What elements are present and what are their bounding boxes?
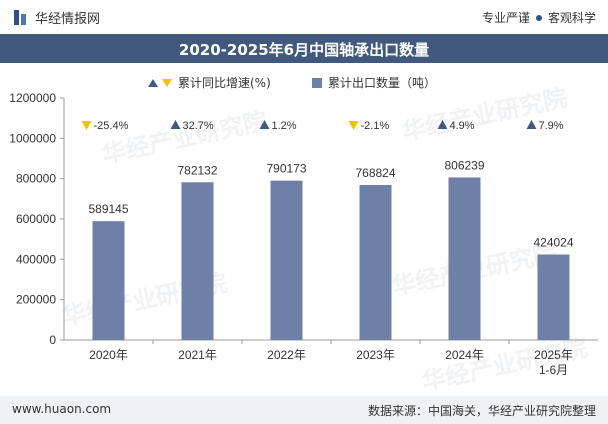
chart-title: 2020-2025年6月中国轴承出口数量 xyxy=(178,41,430,59)
growth-label: 1.2% xyxy=(272,120,297,132)
legend-item-volume[interactable]: 累计出口数量（吨） xyxy=(312,74,436,91)
growth-up-icon xyxy=(259,120,270,129)
y-tick-label: 800000 xyxy=(16,172,56,186)
footer-site-link[interactable]: www.huaon.com xyxy=(12,402,112,416)
bar-value-label: 790173 xyxy=(266,162,306,176)
growth-down-icon xyxy=(81,121,92,130)
bullet-dot-icon xyxy=(535,14,542,21)
bar-value-label: 806239 xyxy=(444,158,484,172)
growth-up-icon xyxy=(437,120,448,129)
brand[interactable]: 华经情报网 xyxy=(14,8,100,27)
logo-icon xyxy=(14,10,28,25)
slogan: 专业严谨 客观科学 xyxy=(482,9,596,26)
bar xyxy=(359,184,392,340)
growth-down-icon xyxy=(348,121,359,130)
brand-name: 华经情报网 xyxy=(35,12,101,27)
x-tick-label: 2023年 xyxy=(356,348,395,362)
footer-source: 数据来源：中国海关，华经产业研究院整理 xyxy=(367,404,596,418)
growth-label: -25.4% xyxy=(94,120,129,132)
top-header: 华经情报网 专业严谨 客观科学 xyxy=(0,0,608,34)
bar-swatch-icon xyxy=(312,77,322,88)
growth-up-icon xyxy=(526,120,537,129)
x-tick-label: 2020年 xyxy=(89,348,128,362)
y-tick-label: 600000 xyxy=(16,212,56,226)
y-tick-label: 200000 xyxy=(16,293,56,307)
bar-value-label: 424024 xyxy=(533,235,573,249)
bar xyxy=(270,180,303,340)
bar xyxy=(448,177,481,340)
bar-chart: 0 200000 400000 600000 800000 1000000 1200000 5… xyxy=(9,92,598,377)
slogan-right: 客观科学 xyxy=(547,11,596,25)
x-tick-label: 1-6月 xyxy=(539,363,568,377)
x-tick-label: 2022年 xyxy=(267,348,306,362)
growth-label: 4.9% xyxy=(450,120,475,132)
slogan-left: 专业严谨 xyxy=(481,11,530,25)
x-tick-label: 2021年 xyxy=(178,348,217,362)
y-tick-label: 400000 xyxy=(16,252,56,266)
growth-up-icon xyxy=(170,120,181,129)
y-tick-label: 1200000 xyxy=(9,92,56,105)
legend-item-growth[interactable]: 累计同比增速(%) xyxy=(148,74,271,91)
growth-label: -2.1% xyxy=(361,120,390,132)
bar xyxy=(537,254,570,340)
legend-volume-label: 累计出口数量（吨） xyxy=(328,76,437,90)
bar-value-label: 768824 xyxy=(355,166,395,180)
legend-growth-label: 累计同比增速(%) xyxy=(178,76,271,90)
y-tick-label: 1000000 xyxy=(9,131,56,145)
footer: www.huaon.com 数据来源：中国海关，华经产业研究院整理 xyxy=(0,396,608,424)
growth-marker-icon xyxy=(148,78,172,87)
chart-legend: 累计同比增速(%) 累计出口数量（吨） xyxy=(0,72,608,92)
title-bar: 2020-2025年6月中国轴承出口数量 xyxy=(0,34,608,63)
y-tick-label: 0 xyxy=(49,333,56,347)
bar xyxy=(181,182,214,340)
x-tick-label: 2025年 xyxy=(534,348,573,362)
bar-value-label: 782132 xyxy=(177,163,217,177)
bar xyxy=(92,221,125,340)
bar-value-label: 589145 xyxy=(88,202,128,216)
growth-label: 32.7% xyxy=(183,120,214,132)
x-tick-label: 2024年 xyxy=(445,348,484,362)
growth-label: 7.9% xyxy=(539,120,564,132)
